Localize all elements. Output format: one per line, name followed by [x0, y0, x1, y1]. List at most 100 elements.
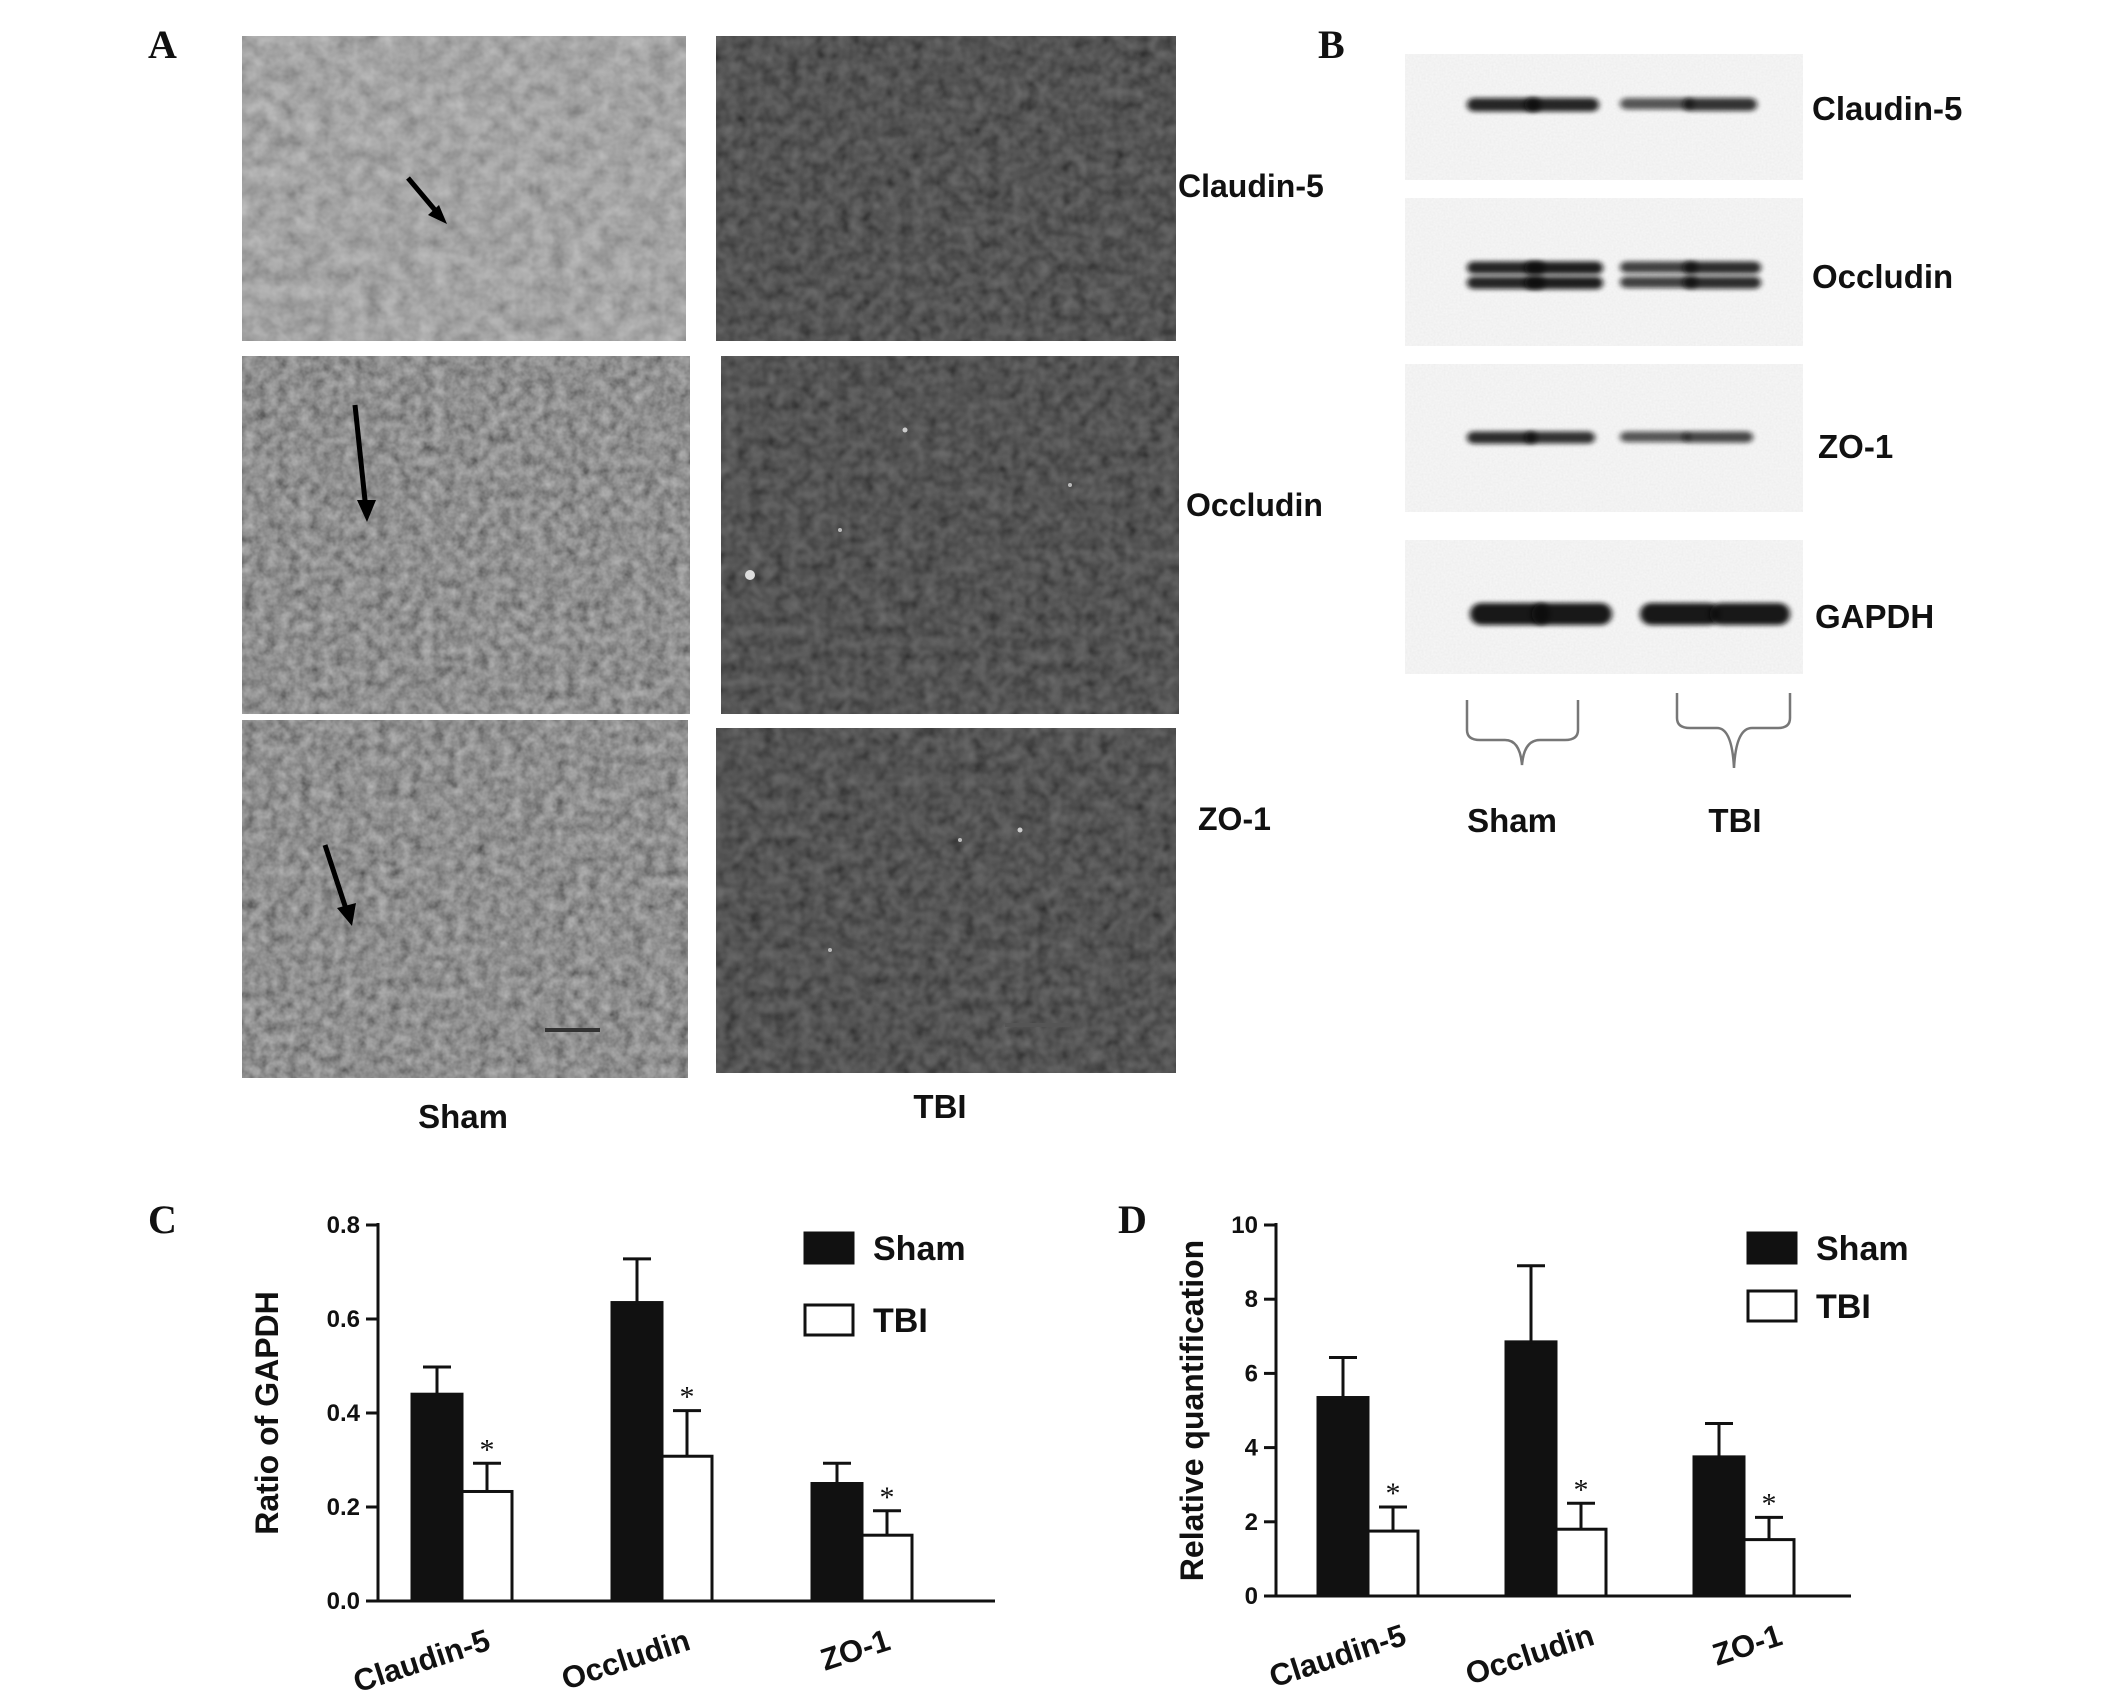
- y-tick-label: 0.4: [327, 1400, 361, 1427]
- bar-tbi-claudin-5: [460, 1489, 514, 1603]
- legend-label-sham: Sham: [1816, 1230, 1909, 1268]
- micrograph-sham-zo-1: [242, 720, 688, 1078]
- row-label-claudin-5: Claudin-5: [1178, 168, 1324, 204]
- significance-star-occludin: *: [1574, 1473, 1589, 1506]
- blot-band-gapdh-lane-2: [1532, 603, 1612, 625]
- significance-star-occludin: *: [680, 1381, 695, 1414]
- bar-sham-claudin-5: [1316, 1396, 1370, 1598]
- arrowhead-icon: [357, 500, 376, 522]
- band-label-zo-1: ZO-1: [1818, 428, 1893, 465]
- legend-label-tbi: TBI: [873, 1302, 928, 1340]
- blot-band-occludin-lane-1: [1467, 276, 1545, 289]
- bar-tbi-claudin-5: [1366, 1529, 1420, 1598]
- blot-bands: [1467, 98, 1790, 625]
- panel-a: A: [148, 22, 1324, 1135]
- panel-c: C 0.0 0.2 0.4 0.6 0.8 Ratio of GAPDH * Claudin-…: [148, 1197, 995, 1690]
- panel-letter-c: C: [148, 1197, 177, 1242]
- blot-band-occludin-lane-4: [1683, 276, 1761, 289]
- y-tick-label: 0.8: [327, 1212, 360, 1239]
- y-tick-label: 0.6: [327, 1306, 360, 1333]
- bar-tbi-occludin: [660, 1454, 714, 1603]
- legend-label-tbi: TBI: [1816, 1288, 1871, 1326]
- category-label-occludin: Occludin: [1461, 1617, 1598, 1690]
- blot-band-occludin-lane-1: [1467, 261, 1545, 274]
- legend-label-sham: Sham: [873, 1230, 966, 1268]
- blot-band-occludin-lane-4: [1683, 261, 1761, 274]
- panel-letter-d: D: [1118, 1197, 1147, 1242]
- band-label-occludin: Occludin: [1812, 258, 1953, 295]
- micrograph-sham-claudin-5: [242, 36, 686, 341]
- blot-band-occludin-lane-2: [1525, 261, 1603, 275]
- blot-band-gapdh-lane-4: [1710, 603, 1790, 625]
- blot-band-zo-1-lane-2: [1525, 431, 1595, 444]
- bar-chart-d: 0 2 4 6 8 10 Relative quantification * Claudin-5…: [1174, 1212, 1909, 1690]
- group-label-tbi: TBI: [1708, 802, 1761, 839]
- y-tick-label: 6: [1245, 1360, 1258, 1387]
- category-label-claudin-5: Claudin-5: [1265, 1617, 1410, 1690]
- blot-band-zo-1-lane-4: [1683, 431, 1753, 443]
- arrow-icon: [322, 844, 351, 916]
- y-tick-label: 2: [1245, 1509, 1258, 1536]
- bar-tbi-zo-1: [860, 1533, 914, 1603]
- group-label-sham: Sham: [1467, 802, 1557, 839]
- significance-star-claudin-5: *: [480, 1433, 495, 1466]
- y-axis-title: Ratio of GAPDH: [249, 1291, 285, 1535]
- category-label-zo-1: ZO-1: [1708, 1617, 1786, 1672]
- blot-band-gapdh-lane-1: [1470, 603, 1550, 625]
- y-tick-label: 0: [1245, 1583, 1258, 1610]
- blot-band-claudin-5-lane-1: [1467, 98, 1541, 112]
- blot-band-occludin-lane-3: [1620, 261, 1698, 273]
- micrograph-tbi-occludin: [721, 356, 1179, 714]
- blot-band-claudin-5-lane-2: [1525, 98, 1599, 112]
- bar-tbi-occludin: [1554, 1527, 1608, 1598]
- category-label-claudin-5: Claudin-5: [349, 1622, 494, 1690]
- legend-swatch-sham: [803, 1231, 855, 1265]
- blot-band-zo-1-lane-3: [1620, 431, 1690, 443]
- bar-tbi-zo-1: [1742, 1538, 1796, 1598]
- legend-swatch-tbi: [1746, 1289, 1798, 1323]
- arrowhead-icon: [337, 903, 356, 926]
- blot-band-occludin-lane-2: [1525, 276, 1603, 290]
- column-label-sham: Sham: [418, 1098, 508, 1135]
- panel-b: B Claudin-5 Occludin ZO-1 GAPDH Sham TBI: [1318, 22, 1962, 839]
- blot-band-claudin-5-lane-4: [1683, 98, 1757, 111]
- y-tick-label: 0.0: [327, 1588, 360, 1615]
- arrow-icon: [352, 404, 369, 511]
- micrograph-sham-occludin: [242, 356, 690, 714]
- micrograph-tbi-claudin-5: [716, 36, 1176, 341]
- column-label-tbi: TBI: [913, 1088, 966, 1125]
- bar-sham-zo-1: [810, 1482, 864, 1603]
- band-label-gapdh: GAPDH: [1815, 598, 1934, 635]
- blot-band-gapdh-lane-3: [1640, 603, 1720, 625]
- category-label-occludin: Occludin: [557, 1622, 694, 1690]
- row-label-occludin: Occludin: [1186, 487, 1323, 523]
- micrograph-tbi-zo-1: [716, 728, 1176, 1073]
- group-bracket-tbi: [1675, 693, 1792, 769]
- blot-band-claudin-5-lane-3: [1620, 98, 1694, 110]
- blot-band-occludin-lane-3: [1620, 276, 1698, 288]
- bar-sham-occludin: [1504, 1340, 1558, 1598]
- blot-strip-claudin-5: [1405, 54, 1803, 180]
- group-bracket-sham: [1465, 700, 1580, 766]
- y-tick-label: 4: [1245, 1435, 1259, 1462]
- row-label-zo-1: ZO-1: [1198, 801, 1271, 837]
- significance-star-zo-1: *: [880, 1481, 895, 1514]
- legend-swatch-tbi: [803, 1303, 855, 1337]
- y-tick-label: 10: [1231, 1212, 1258, 1239]
- panel-d: D 0 2 4 6 8 10 Relative quantification * Claudin…: [1118, 1197, 1909, 1690]
- panel-letter-b: B: [1318, 22, 1345, 67]
- y-tick-label: 0.2: [327, 1494, 360, 1521]
- bar-chart-c: 0.0 0.2 0.4 0.6 0.8 Ratio of GAPDH * Claudin-5 *…: [249, 1212, 995, 1690]
- panel-letter-a: A: [148, 22, 177, 67]
- arrowhead-icon: [428, 205, 447, 224]
- bar-sham-zo-1: [1692, 1455, 1746, 1598]
- blot-band-zo-1-lane-1: [1467, 431, 1537, 444]
- significance-star-zo-1: *: [1762, 1487, 1777, 1520]
- category-label-zo-1: ZO-1: [816, 1622, 894, 1677]
- band-label-claudin-5: Claudin-5: [1812, 90, 1962, 127]
- legend-swatch-sham: [1746, 1231, 1798, 1265]
- y-axis-title: Relative quantification: [1174, 1240, 1210, 1581]
- bar-sham-claudin-5: [410, 1392, 464, 1603]
- y-tick-label: 8: [1245, 1286, 1258, 1313]
